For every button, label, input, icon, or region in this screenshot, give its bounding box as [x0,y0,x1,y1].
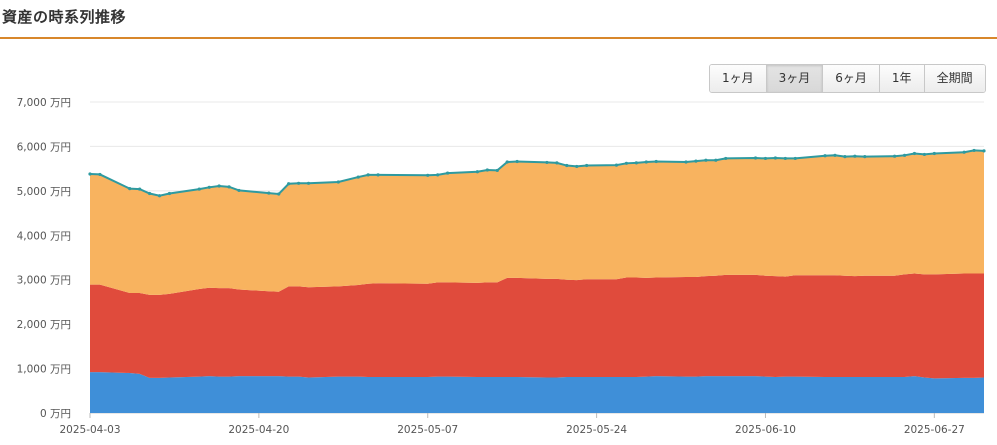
total-point [356,175,360,179]
total-point [88,172,92,176]
total-point [704,158,708,162]
total-point [893,154,897,158]
total-point [565,163,569,168]
total-point [227,185,231,189]
total-point [515,159,519,164]
range-1-year-button[interactable]: 1年 [879,65,925,92]
x-tick-label: 2025-06-27 [904,424,965,436]
x-tick-label: 2025-05-24 [566,424,627,436]
total-point [823,154,827,158]
total-line [89,149,985,197]
total-point [833,153,837,157]
total-point [475,170,479,174]
total-point [138,187,142,191]
total-point [555,161,559,165]
total-point [654,159,658,164]
total-point [376,173,380,177]
y-tick-label: 7,000 万円 [17,97,71,109]
y-tick-label: 5,000 万円 [17,186,71,198]
total-point [436,173,440,177]
total-point [446,171,450,175]
total-point [614,163,619,167]
total-point [644,160,648,164]
total-point [684,160,688,164]
total-point [217,184,221,188]
total-point [426,173,430,177]
total-point [773,156,778,160]
total-point [128,187,132,191]
total-point [495,168,499,173]
total-point [763,156,768,161]
x-tick-label: 2025-05-07 [397,424,458,436]
y-tick-label: 0 万円 [40,408,71,420]
total-point [634,161,638,165]
y-axis-ticks: 0 万円 1,000 万円 2,000 万円 3,000 万円 4,000 万円 5,00… [17,97,71,420]
total-point [783,156,787,161]
total-point [585,163,589,168]
total-point [793,156,797,161]
total-point [972,148,976,153]
total-point [962,150,966,154]
total-point [575,164,579,169]
total-point [306,181,311,185]
total-point [505,160,509,164]
y-tick-label: 4,000 万円 [17,230,71,242]
title-divider [0,37,997,39]
total-point [297,181,301,185]
range-1-month-button[interactable]: 1ヶ月 [710,65,767,92]
stacked-areas [88,148,986,413]
total-point [624,161,629,165]
total-point [167,191,172,196]
y-tick-label: 6,000 万円 [17,141,71,153]
total-point [843,155,847,159]
total-point [237,188,241,193]
y-tick-label: 2,000 万円 [17,319,71,331]
total-point [714,158,718,162]
area-series-1 [90,372,984,413]
total-point [922,152,927,157]
total-point [982,149,986,153]
x-tick-label: 2025-06-10 [735,424,796,436]
total-point [853,154,857,158]
total-point [366,173,370,177]
total-point [98,172,102,177]
total-point [267,191,271,195]
y-tick-label: 3,000 万円 [17,275,71,287]
total-point [207,185,211,189]
total-point [724,156,728,161]
total-point [197,187,201,191]
total-point [863,155,867,159]
total-point [545,160,549,165]
page-title: 資産の時系列推移 [2,8,127,26]
total-point [902,153,907,157]
area-series-2 [90,273,984,379]
x-axis-ticks: 2025-04-03 2025-04-20 2025-05-07 2025-05-24… [59,413,965,436]
total-point [932,151,936,156]
y-tick-label: 1,000 万円 [17,364,71,376]
x-tick-label: 2025-04-03 [59,424,120,436]
total-point [277,192,281,196]
total-point [485,168,489,172]
total-point [157,194,162,198]
range-all-period-button[interactable]: 全期間 [924,65,985,92]
total-point [287,182,291,186]
area-series-3 [90,150,984,295]
range-3-month-button[interactable]: 3ヶ月 [766,65,824,92]
x-tick-label: 2025-04-20 [228,424,289,436]
total-point [753,156,758,160]
total-point [148,191,152,196]
total-point [336,180,340,184]
total-point [694,159,698,163]
total-point [912,151,917,156]
range-selector: 1ヶ月 3ヶ月 6ヶ月 1年 全期間 [709,64,986,93]
range-6-month-button[interactable]: 6ヶ月 [823,65,880,92]
